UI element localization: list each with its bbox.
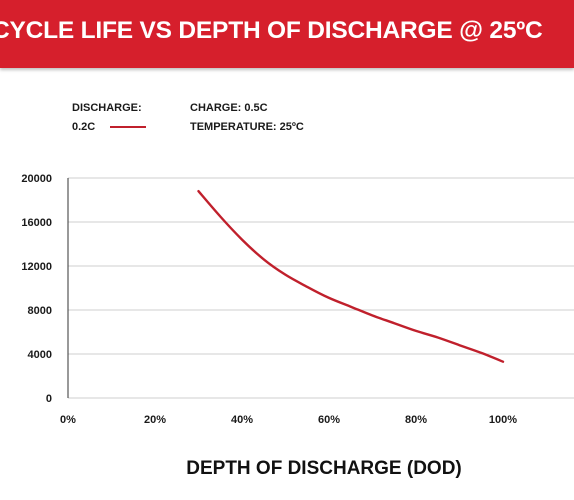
x-tick-label: 80%	[405, 414, 427, 426]
legend-discharge-label: DISCHARGE:	[72, 102, 142, 114]
x-tick-label: 40%	[231, 414, 253, 426]
y-tick-label: 8000	[28, 305, 52, 317]
legend-line-swatch	[110, 126, 146, 128]
x-axis-label: DEPTH OF DISCHARGE (DOD)	[186, 458, 462, 479]
y-tick-label: 0	[46, 393, 52, 405]
x-tick-label: 20%	[144, 414, 166, 426]
x-tick-label: 60%	[318, 414, 340, 426]
x-tick-label: 0%	[60, 414, 76, 426]
legend-charge: CHARGE: 0.5C	[190, 102, 268, 114]
y-tick-label: 4000	[28, 349, 52, 361]
y-tick-label: 16000	[21, 217, 52, 229]
legend-temperature: TEMPERATURE: 25ºC	[190, 121, 304, 133]
x-tick-label: 100%	[489, 414, 517, 426]
legend-discharge-rate: 0.2C	[72, 121, 96, 133]
title-banner: CYCLE LIFE VS DEPTH OF DISCHARGE @ 25ºC	[0, 0, 574, 68]
y-tick-label: 20000	[21, 173, 52, 185]
chart-title: CYCLE LIFE VS DEPTH OF DISCHARGE @ 25ºC	[0, 17, 543, 44]
y-tick-label: 12000	[21, 261, 52, 273]
series-line	[197, 190, 505, 363]
